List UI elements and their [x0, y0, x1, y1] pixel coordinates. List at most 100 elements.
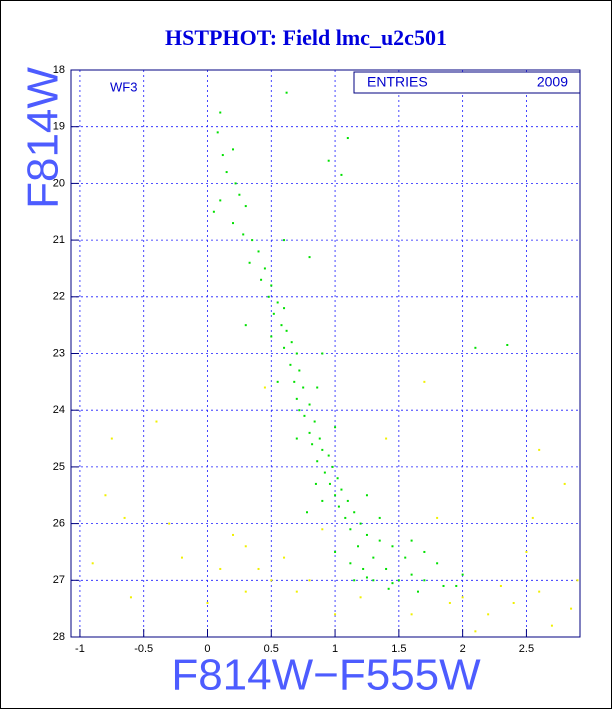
y-tick-label: 23 [53, 347, 65, 359]
point [295, 437, 298, 440]
point [316, 460, 319, 463]
x-tick-label: 1.5 [391, 643, 406, 655]
point [168, 522, 171, 525]
point [308, 579, 311, 582]
point [242, 233, 245, 236]
plot-area: -1 -0.5 0 0.5 1 1.5 2 2.5 18 19 20 21 22 23 24 25 26 27 28 [53, 64, 580, 655]
point [391, 545, 394, 548]
point [276, 301, 279, 304]
point [155, 420, 158, 423]
point [334, 426, 337, 429]
y-tick-label: 24 [53, 404, 65, 416]
point [346, 499, 349, 502]
point [353, 511, 356, 514]
point [308, 256, 311, 259]
point [337, 505, 340, 508]
point [321, 448, 324, 451]
point [232, 148, 235, 151]
point [270, 335, 273, 338]
point [290, 341, 293, 344]
point [270, 579, 273, 582]
point [219, 567, 222, 570]
point [285, 329, 288, 332]
point [323, 471, 326, 474]
point [276, 380, 279, 383]
point [455, 584, 458, 587]
point [576, 579, 579, 582]
point [298, 369, 301, 372]
stats-box [353, 71, 581, 94]
point [334, 613, 337, 616]
point [260, 278, 263, 281]
point [512, 601, 515, 604]
point [285, 91, 288, 94]
point [334, 494, 337, 497]
point [110, 437, 113, 440]
point [263, 386, 266, 389]
point [219, 111, 222, 114]
y-tick-label: 22 [53, 291, 65, 303]
stats-label: ENTRIES [367, 74, 428, 90]
point [385, 567, 388, 570]
point [436, 516, 439, 519]
point [238, 193, 241, 196]
point [531, 516, 534, 519]
point [295, 397, 298, 400]
point [308, 431, 311, 434]
y-tick-label: 18 [53, 64, 65, 76]
x-tick-label: 2.5 [519, 643, 534, 655]
point [378, 516, 381, 519]
point [302, 386, 305, 389]
point [423, 550, 426, 553]
chart-title: HSTPHOT: Field lmc_u2c501 [165, 25, 447, 50]
point [334, 550, 337, 553]
point [321, 528, 324, 531]
point [327, 159, 330, 162]
point [328, 482, 331, 485]
point [340, 488, 343, 491]
point [461, 573, 464, 576]
point [344, 516, 347, 519]
point [91, 562, 94, 565]
point [538, 590, 541, 593]
point [423, 579, 426, 582]
point [461, 596, 464, 599]
point [293, 380, 296, 383]
point [538, 448, 541, 451]
point [318, 437, 321, 440]
annotation: WF3 [110, 79, 137, 94]
x-tick-label: 0.5 [264, 643, 279, 655]
point [257, 567, 260, 570]
point [372, 556, 375, 559]
point [349, 562, 352, 565]
point [499, 584, 502, 587]
point [206, 601, 209, 604]
point [244, 324, 247, 327]
point [289, 363, 292, 366]
x-axis-label: F814W−F555W [171, 651, 481, 700]
point [359, 596, 362, 599]
y-tick-label: 21 [53, 234, 65, 246]
point [219, 199, 222, 202]
point [303, 414, 306, 417]
point [129, 596, 132, 599]
point [225, 171, 228, 174]
point [372, 579, 375, 582]
point [298, 409, 301, 412]
point [295, 352, 298, 355]
point [232, 222, 235, 225]
x-tick-label: 2 [460, 643, 466, 655]
point [267, 295, 270, 298]
point [283, 307, 286, 310]
point [308, 403, 311, 406]
x-tick-label: -1 [75, 643, 85, 655]
point [365, 494, 368, 497]
y-tick-label: 20 [53, 177, 65, 189]
point [216, 131, 219, 134]
plot-frame [70, 69, 581, 638]
point [410, 539, 413, 542]
point [283, 346, 286, 349]
point [448, 601, 451, 604]
y-tick-label: 26 [53, 518, 65, 530]
